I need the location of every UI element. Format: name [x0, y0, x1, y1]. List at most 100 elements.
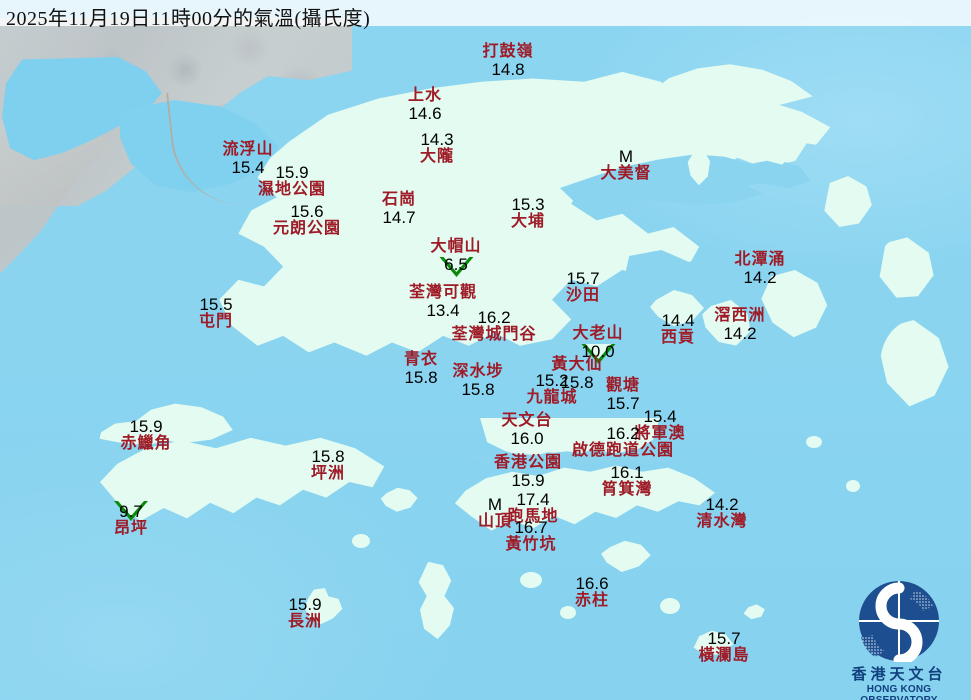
station-temperature-value: 14.2	[743, 267, 777, 287]
station-label: 14.8 打鼓嶺	[482, 43, 534, 79]
station-name: 赤柱	[574, 591, 610, 609]
station-name: 上水	[407, 87, 443, 104]
station-temperature-value: 15.4	[643, 407, 677, 426]
small-island-4	[352, 534, 370, 548]
station-temperature-value: 14.3	[420, 130, 454, 149]
station-temperature-value: 15.8	[311, 447, 345, 466]
station-temperature-value: 14.4	[661, 311, 695, 330]
station-temperature-value: 17.4	[516, 490, 550, 509]
station-label: 15.3 大埔	[511, 196, 545, 230]
station-temperature-value: 15.7	[707, 629, 741, 648]
hko-logo-chinese: 香港天文台	[851, 667, 947, 683]
waglan-island	[743, 604, 765, 620]
station-name: 清水灣	[696, 512, 748, 530]
station-temperature-value: 16.2	[477, 308, 511, 327]
station-label: 15.7 沙田	[566, 270, 600, 304]
station-temperature-value: 14.7	[382, 207, 416, 227]
station-name: 赤鱲角	[120, 434, 172, 452]
station-label: 15.4 流浮山	[222, 141, 274, 177]
station-temperature-value: M	[487, 495, 503, 514]
station-name: 昂坪	[113, 519, 149, 537]
small-island-3	[846, 480, 860, 492]
station-label: 14.7 石崗	[381, 191, 417, 227]
station-temperature-value: 15.2	[535, 371, 569, 390]
station-temperature-value: 15.8	[404, 367, 438, 387]
station-name: 石崗	[381, 191, 417, 208]
station-name: 天文台	[501, 412, 553, 429]
station-label: 16.0 天文台	[501, 412, 553, 447]
station-label: 9.7 昂坪	[113, 501, 149, 537]
station-temperature-value: 14.2	[705, 495, 739, 514]
station-label: 14.6 上水	[407, 87, 443, 123]
station-temperature-value: M	[618, 147, 634, 166]
station-name: 坪洲	[310, 464, 346, 482]
station-temperature-value: 16.6	[575, 574, 609, 593]
station-label: M 大美督	[600, 148, 651, 182]
station-name: 筲箕灣	[601, 480, 653, 498]
station-label: 15.8 深水埗	[452, 363, 503, 399]
station-name: 長洲	[287, 612, 323, 630]
station-temperature-value: 14.8	[491, 59, 525, 79]
station-name: 流浮山	[222, 141, 274, 158]
station-label: 16.2 荃灣城門谷	[451, 309, 536, 343]
station-label: 15.8 黃大仙	[551, 356, 603, 392]
station-temperature-value: 15.8	[560, 372, 594, 392]
station-name: 荃灣可觀	[408, 284, 478, 301]
station-temperature-value: 15.4	[231, 157, 265, 177]
station-temperature-value: 16.2	[606, 424, 640, 443]
station-temperature-value: 15.9	[288, 595, 322, 614]
station-temperature-value: 14.2	[723, 323, 757, 343]
page-title: 2025年11月19日11時00分的氣溫(攝氏度)	[6, 8, 371, 30]
station-label: 16.1 筲箕灣	[601, 464, 652, 498]
station-name: 大帽山	[430, 238, 482, 255]
station-name: 觀塘	[605, 377, 641, 394]
station-temperature-value: 14.6	[408, 103, 442, 123]
station-label: 15.6 元朗公園	[273, 203, 341, 237]
station-name: 大隴	[419, 147, 455, 165]
station-temperature-value: 15.8	[461, 379, 495, 399]
station-name: 黃大仙	[551, 356, 603, 373]
station-temperature-value: 15.7	[606, 393, 640, 413]
station-label: 15.9 香港公園	[493, 454, 563, 489]
station-name: 沙田	[565, 286, 601, 304]
station-label: 15.9 赤鱲角	[120, 418, 171, 452]
station-name: 香港公園	[493, 454, 563, 471]
station-temperature-value: 15.9	[129, 417, 163, 436]
station-label: 16.6 赤柱	[575, 575, 609, 609]
station-label: M 山頂	[478, 496, 512, 530]
station-name: 滘西洲	[714, 307, 766, 324]
station-name: 啟德跑道公園	[571, 441, 675, 459]
station-label: 16.7 黃竹坑	[505, 519, 556, 553]
northeast-island-1	[706, 106, 742, 136]
small-island-2	[806, 436, 822, 448]
station-label: 17.4 跑馬地	[507, 491, 558, 525]
small-island-6	[520, 572, 542, 588]
station-label: 6.5 大帽山	[430, 238, 482, 277]
hko-logo: 香港天文台 HONG KONG OBSERVATORY	[833, 580, 965, 700]
station-label: 15.9 濕地公園	[258, 164, 326, 198]
small-island-5	[560, 606, 576, 619]
station-label: 13.4 荃灣可觀	[408, 284, 478, 320]
station-label: 15.8 青衣	[404, 351, 438, 387]
station-label: 15.7 觀塘	[605, 377, 641, 413]
station-name: 大埔	[510, 212, 546, 230]
station-name: 打鼓嶺	[482, 43, 534, 60]
station-name: 九龍城	[526, 388, 578, 406]
station-temperature-value: 15.9	[275, 163, 309, 182]
station-label: 15.7 橫瀾島	[698, 630, 749, 664]
station-name: 山頂	[477, 512, 513, 530]
station-temperature-value: 15.3	[511, 195, 545, 214]
station-name: 荃灣城門谷	[451, 325, 537, 343]
station-label: 15.4 將軍澳	[634, 408, 685, 442]
station-label: 15.5 屯門	[199, 296, 233, 330]
title-bar	[0, 0, 971, 26]
station-name: 大美督	[600, 164, 652, 182]
station-temperature-value: 9.7	[119, 502, 143, 521]
station-temperature-value: 15.6	[290, 202, 324, 221]
station-temperature-value: 15.7	[566, 269, 600, 288]
station-temperature-value: 13.4	[426, 300, 460, 320]
station-temperature-value: 15.5	[199, 295, 233, 314]
station-name: 將軍澳	[634, 424, 686, 442]
station-name: 大老山	[572, 325, 624, 342]
